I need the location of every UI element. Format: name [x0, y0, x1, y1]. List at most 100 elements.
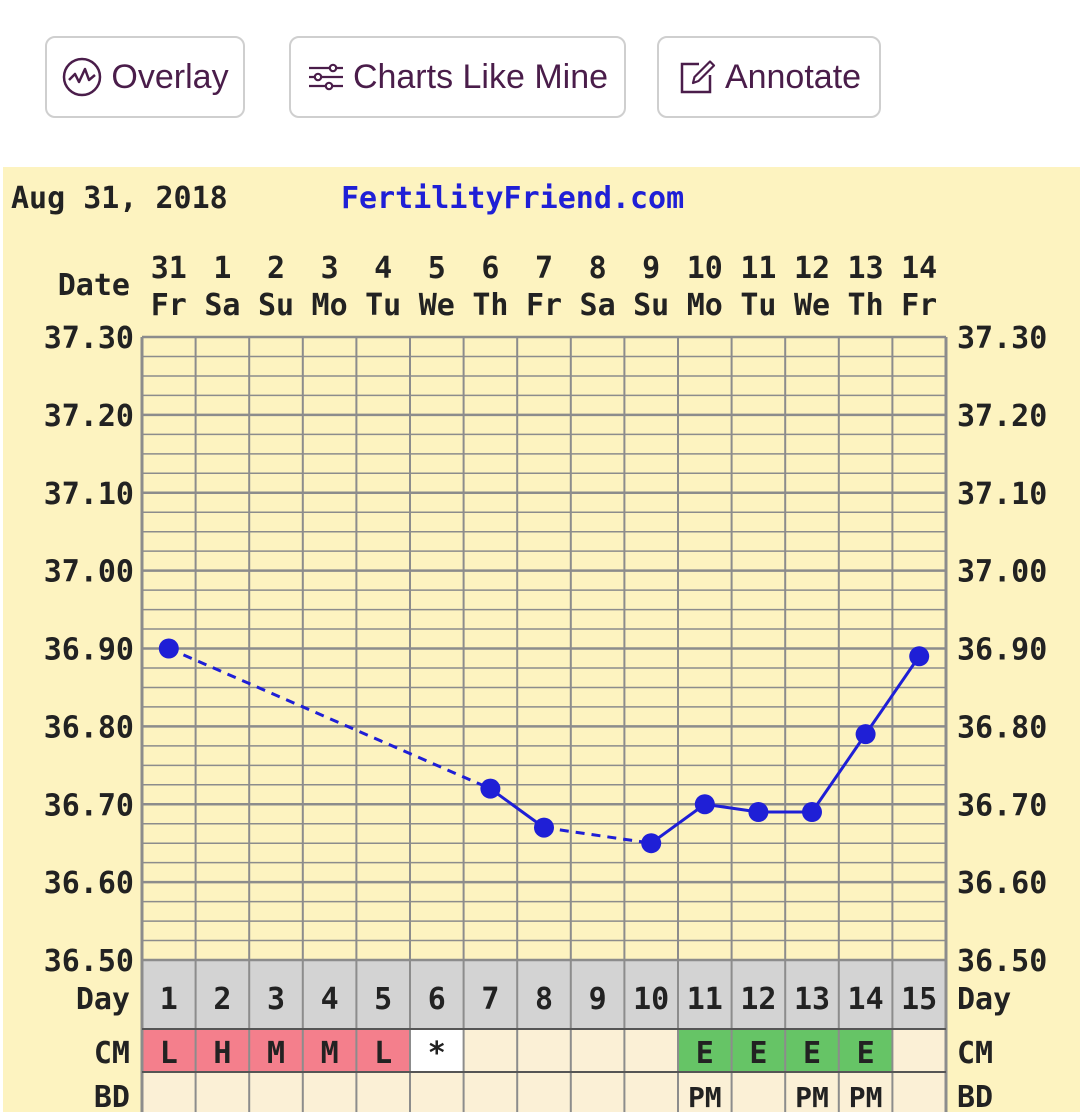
- date-label: 13: [848, 251, 884, 286]
- temp-point: [480, 778, 501, 799]
- day-row-label-right: Day: [957, 982, 1011, 1017]
- site-link[interactable]: FertilityFriend.com: [341, 181, 684, 216]
- cm-cell: [731, 1029, 786, 1072]
- cycle-day-label: 13: [794, 982, 830, 1017]
- weekday-label: Th: [848, 288, 884, 323]
- weekday-label: Fr: [526, 288, 562, 323]
- y-tick-label: 36.50: [44, 944, 134, 979]
- weekday-label: Tu: [365, 288, 401, 323]
- temp-point: [694, 794, 715, 815]
- y-tick-label: 36.60: [44, 866, 134, 901]
- weekday-label: Mo: [312, 288, 348, 323]
- y-tick-label-right: 36.60: [957, 866, 1047, 901]
- cm-cell: [517, 1029, 571, 1072]
- bd-value: PM: [688, 1081, 722, 1112]
- y-tick-label: 36.80: [44, 710, 134, 745]
- cycle-day-label: 12: [740, 982, 776, 1017]
- cycle-day-label: 1: [160, 982, 178, 1017]
- cm-cell: [302, 1029, 357, 1072]
- cm-value: E: [749, 1036, 767, 1071]
- weekday-label: Th: [472, 288, 508, 323]
- bd-value: PM: [795, 1081, 829, 1112]
- date-label: 5: [428, 251, 446, 286]
- cm-cell: [838, 1029, 893, 1072]
- bd-cell: [410, 1072, 464, 1112]
- temp-segment: [810, 733, 867, 813]
- temp-segment: [864, 655, 921, 736]
- y-tick-label: 36.70: [44, 788, 134, 823]
- date-label: 1: [213, 251, 231, 286]
- y-tick-label: 37.10: [44, 477, 134, 512]
- weekday-label: Fr: [151, 288, 187, 323]
- y-tick-label-right: 36.50: [957, 944, 1047, 979]
- bd-row-label-right: BD: [957, 1080, 993, 1112]
- weekday-label: Fr: [901, 288, 937, 323]
- y-tick-label-right: 36.70: [957, 788, 1047, 823]
- weekday-label: Sa: [204, 288, 240, 323]
- bd-cell: [463, 1072, 518, 1112]
- bd-cell: [302, 1072, 357, 1112]
- weekday-label: Tu: [740, 288, 776, 323]
- charts-like-mine-label: Charts Like Mine: [352, 57, 609, 96]
- temp-point: [748, 802, 769, 823]
- bd-cell: [838, 1072, 893, 1112]
- cm-cell: [249, 1029, 303, 1072]
- sliders-icon: [308, 63, 343, 91]
- y-tick-label-right: 36.90: [957, 633, 1047, 668]
- cm-cell: [785, 1029, 839, 1072]
- weekday-label: Mo: [687, 288, 723, 323]
- weekday-label: Su: [633, 288, 669, 323]
- cm-cell: [195, 1029, 250, 1072]
- cm-cell: [678, 1029, 732, 1072]
- cm-value: M: [321, 1036, 339, 1071]
- cm-cell: [570, 1029, 625, 1072]
- day-row-band: [142, 960, 946, 1029]
- date-label: 9: [642, 251, 660, 286]
- date-label: 4: [374, 251, 392, 286]
- cm-value: E: [803, 1036, 821, 1071]
- weekday-label: Su: [258, 288, 294, 323]
- cycle-day-label: 14: [848, 982, 884, 1017]
- y-tick-label: 37.00: [44, 555, 134, 590]
- y-tick-label-right: 37.30: [957, 321, 1047, 356]
- y-tick-label: 37.20: [44, 399, 134, 434]
- chart-canvas: Aug 31, 2018 FertilityFriend.com Date 31F…: [11, 181, 1047, 1112]
- chart-start-date: Aug 31, 2018: [11, 181, 228, 216]
- temp-point: [534, 817, 554, 838]
- cycle-day-label: 3: [267, 982, 285, 1017]
- cm-cell: [892, 1029, 946, 1072]
- date-label: 8: [589, 251, 607, 286]
- cm-cell: [410, 1029, 464, 1072]
- y-tick-label-right: 37.10: [957, 477, 1047, 512]
- cycle-day-label: 2: [213, 982, 231, 1017]
- date-label: 3: [321, 251, 339, 286]
- temp-segment: [489, 787, 545, 829]
- overlay-label: Overlay: [111, 57, 229, 96]
- charts-like-mine-button[interactable]: Charts Like Mine: [289, 36, 626, 118]
- bd-value: PM: [849, 1081, 883, 1112]
- annotate-label: Annotate: [724, 57, 862, 96]
- cm-value: M: [267, 1036, 285, 1071]
- bd-cell: [570, 1072, 625, 1112]
- cycle-day-label: 5: [374, 982, 392, 1017]
- annotate-button[interactable]: Annotate: [657, 36, 881, 118]
- date-label: 6: [481, 251, 499, 286]
- cm-cell: [356, 1029, 410, 1072]
- cycle-day-label: 15: [901, 982, 937, 1017]
- fertility-chart: Aug 31, 2018 FertilityFriend.com Date 31 F…: [3, 167, 1080, 1112]
- bd-cell: [517, 1072, 571, 1112]
- date-label: 31: [151, 251, 187, 286]
- cm-value: *: [428, 1036, 446, 1071]
- bd-cell: [624, 1072, 678, 1112]
- temp-segment: [543, 826, 652, 845]
- cm-value: L: [160, 1036, 178, 1071]
- overlay-button[interactable]: Overlay: [45, 36, 245, 118]
- date-row-label: Date: [58, 268, 130, 303]
- bd-cell: [356, 1072, 410, 1112]
- date-label: 2: [267, 251, 285, 286]
- weekday-label: We: [419, 288, 455, 323]
- cm-row-label: CM: [94, 1036, 130, 1071]
- cycle-day-label: 4: [321, 982, 339, 1017]
- bd-cell: [195, 1072, 250, 1112]
- cm-row-label-right: CM: [957, 1036, 993, 1071]
